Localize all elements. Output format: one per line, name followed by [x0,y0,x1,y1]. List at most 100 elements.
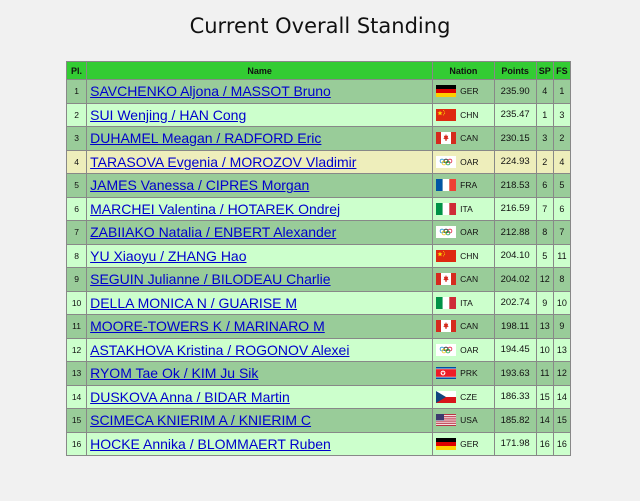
fs-rank-cell: 14 [552,384,572,409]
sp-rank-cell: 8 [535,220,554,245]
pair-name-link[interactable]: JAMES Vanessa / CIPRES Morgan [90,177,310,194]
fs-rank-cell: 7 [552,220,572,245]
nation-code: OAR [460,156,479,167]
usa-flag-icon [436,414,457,427]
pair-name-link[interactable]: SAVCHENKO Aljona / MASSOT Bruno [90,83,331,100]
nation-code: ITA [460,203,473,214]
place-cell: 12 [65,337,88,362]
place-cell: 6 [65,196,88,221]
sp-rank-cell: 2 [535,149,554,174]
points-cell: 235.47 [493,102,537,127]
col-header-sp: SP [535,61,554,80]
place-cell: 8 [65,243,88,268]
sp-rank-cell: 4 [535,79,554,104]
col-header-points: Points [493,61,537,80]
pair-name-link[interactable]: SEGUIN Julianne / BILODEAU Charlie [90,271,331,288]
pair-name-link[interactable]: HOCKE Annika / BLOMMAERT Ruben [90,435,331,452]
table-row: 3 DUHAMEL Meagan / RADFORD Eric CAN 230.15 3… [65,126,572,151]
fs-rank-cell: 16 [552,431,572,456]
col-header-fs: FS [552,61,572,80]
sp-rank-cell: 3 [535,126,554,151]
points-cell: 186.33 [493,384,537,409]
fra-flag-icon [436,179,457,192]
table-row: 8 YU Xiaoyu / ZHANG Hao CHN 204.10 5 11 [65,243,572,268]
pair-name-link[interactable]: DELLA MONICA N / GUARISE M [90,294,298,311]
nation-code: GER [460,86,479,97]
nation-code: CZE [460,391,478,402]
sp-rank-cell: 9 [535,290,554,315]
nation-cell: FRA [432,173,495,198]
fs-rank-cell: 4 [552,149,572,174]
table-row: 13 RYOM Tae Ok / KIM Ju Sik PRK 193.63 11 12 [65,361,572,386]
place-cell: 16 [65,431,88,456]
place-cell: 15 [65,408,88,433]
ger-flag-icon [436,437,457,450]
ger-flag-icon [436,85,457,98]
fs-rank-cell: 9 [552,314,572,339]
points-cell: 230.15 [493,126,537,151]
table-row: 5 JAMES Vanessa / CIPRES Morgan FRA 218.53 6… [65,173,572,198]
standings-table: Pl. Name Nation Points SP FS 1 SAVCHENKO … [65,61,572,456]
place-cell: 1 [65,79,88,104]
pair-name-link[interactable]: TARASOVA Evgenia / MOROZOV Vladimir [90,153,357,170]
nation-code: CAN [460,274,479,285]
place-cell: 4 [65,149,88,174]
chn-flag-icon [436,249,457,262]
pair-name-link[interactable]: YU Xiaoyu / ZHANG Hao [90,247,247,264]
sp-rank-cell: 5 [535,243,554,268]
name-cell: MOORE-TOWERS K / MARINARO M [86,314,434,339]
points-cell: 218.53 [493,173,537,198]
fs-rank-cell: 13 [552,337,572,362]
place-cell: 7 [65,220,88,245]
nation-code: OAR [460,344,479,355]
olympic-flag-icon [436,343,457,356]
pair-name-link[interactable]: DUHAMEL Meagan / RADFORD Eric [90,130,322,147]
col-header-nation: Nation [432,61,495,80]
points-cell: 193.63 [493,361,537,386]
nation-code: FRA [460,180,478,191]
nation-code: GER [460,438,479,449]
name-cell: SAVCHENKO Aljona / MASSOT Bruno [86,79,434,104]
pair-name-link[interactable]: MARCHEI Valentina / HOTAREK Ondrej [90,200,341,217]
place-cell: 13 [65,361,88,386]
pair-name-link[interactable]: MOORE-TOWERS K / MARINARO M [90,318,325,335]
place-cell: 5 [65,173,88,198]
fs-rank-cell: 15 [552,408,572,433]
nation-code: OAR [460,227,479,238]
pair-name-link[interactable]: SUI Wenjing / HAN Cong [90,106,247,123]
pair-name-link[interactable]: SCIMECA KNIERIM A / KNIERIM C [90,412,312,429]
table-row: 4 TARASOVA Evgenia / MOROZOV Vladimir OAR 2… [65,149,572,174]
fs-rank-cell: 12 [552,361,572,386]
fs-rank-cell: 11 [552,243,572,268]
chn-flag-icon [436,108,457,121]
nation-cell: PRK [432,361,495,386]
points-cell: 194.45 [493,337,537,362]
nation-cell: OAR [432,149,495,174]
nation-cell: CAN [432,314,495,339]
fs-rank-cell: 2 [552,126,572,151]
nation-code: CHN [460,109,479,120]
name-cell: TARASOVA Evgenia / MOROZOV Vladimir [86,149,434,174]
pair-name-link[interactable]: ASTAKHOVA Kristina / ROGONOV Alexei [90,341,350,358]
name-cell: YU Xiaoyu / ZHANG Hao [86,243,434,268]
col-header-pl: Pl. [65,61,88,80]
name-cell: DUHAMEL Meagan / RADFORD Eric [86,126,434,151]
points-cell: 198.11 [493,314,537,339]
table-row: 15 SCIMECA KNIERIM A / KNIERIM C USA 185.82… [65,408,572,433]
sp-rank-cell: 12 [535,267,554,292]
nation-cell: CAN [432,267,495,292]
pair-name-link[interactable]: ZABIIAKO Natalia / ENBERT Alexander [90,224,337,241]
nation-code: CAN [460,133,479,144]
nation-code: PRK [460,368,478,379]
table-row: 16 HOCKE Annika / BLOMMAERT Ruben GER 171.9… [65,431,572,456]
nation-cell: CHN [432,243,495,268]
can-flag-icon [436,273,457,286]
sp-rank-cell: 14 [535,408,554,433]
points-cell: 185.82 [493,408,537,433]
pair-name-link[interactable]: DUSKOVA Anna / BIDAR Martin [90,388,290,405]
table-row: 2 SUI Wenjing / HAN Cong CHN 235.47 1 3 [65,102,572,127]
ita-flag-icon [436,296,457,309]
name-cell: DUSKOVA Anna / BIDAR Martin [86,384,434,409]
name-cell: ZABIIAKO Natalia / ENBERT Alexander [86,220,434,245]
pair-name-link[interactable]: RYOM Tae Ok / KIM Ju Sik [90,365,259,382]
